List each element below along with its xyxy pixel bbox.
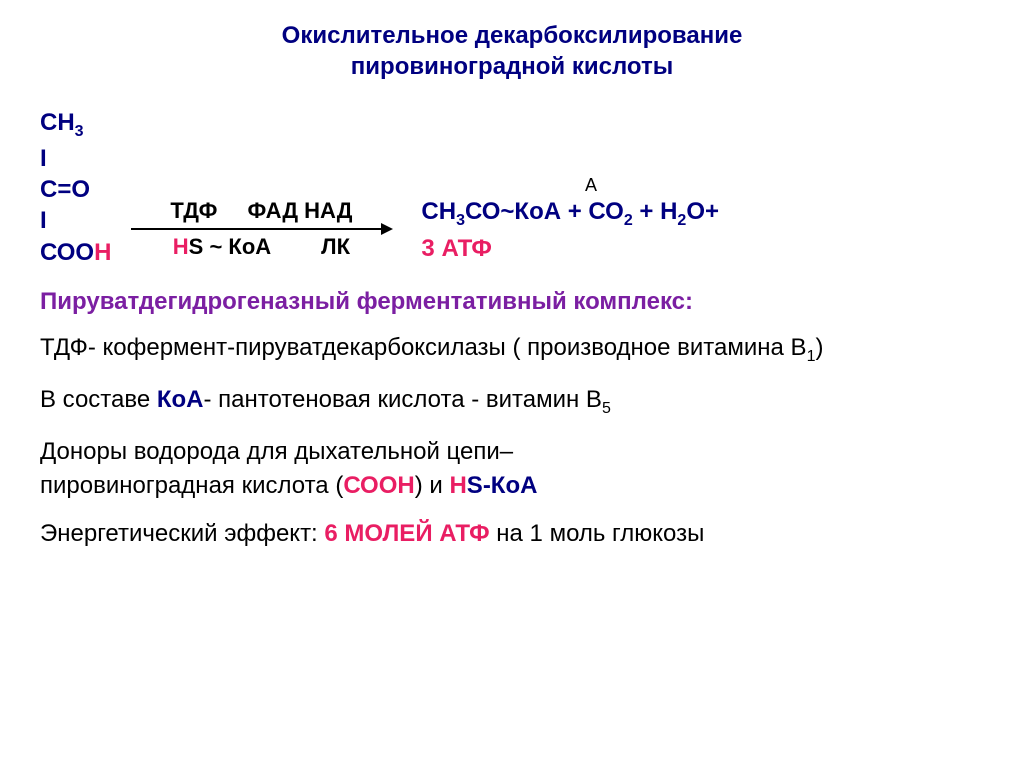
prod-cokoa: СО~КоА + СО bbox=[465, 198, 624, 225]
label-tdf: ТДФ bbox=[170, 198, 217, 224]
label-lk: ЛК bbox=[321, 234, 350, 260]
tdf-close: ) bbox=[815, 334, 823, 361]
arrow-top-labels: ТДФ ФАД НАД bbox=[170, 198, 352, 224]
title-line2: пировиноградной кислоты bbox=[351, 53, 673, 80]
label-fad-nad: ФАД НАД bbox=[247, 198, 352, 224]
reaction-row: СН3 I С=О I СООН ТДФ ФАД НАД НS ~ КоА ЛК… bbox=[40, 107, 984, 267]
prod-co2-sub: 2 bbox=[624, 212, 633, 229]
donor-cooh: СООН bbox=[343, 472, 414, 499]
energy-line: Энергетический эффект: 6 МОЛЕЙ АТФ на 1 … bbox=[40, 517, 984, 551]
f-bond2: I bbox=[40, 207, 47, 234]
products-formula: А СН3СО~КоА + СО2 + Н2О+ 3 АТФ bbox=[421, 195, 719, 266]
energy-c: на 1 моль глюкозы bbox=[490, 520, 705, 547]
prod-ch3-sub: 3 bbox=[456, 212, 465, 229]
energy-a: Энергетический эффект: bbox=[40, 520, 324, 547]
complex-heading: Пируватдегидрогеназный ферментативный ко… bbox=[40, 288, 984, 316]
tdf-text: ТДФ- кофермент-пируватдекарбоксилазы ( п… bbox=[40, 334, 807, 361]
koa-a: В составе bbox=[40, 386, 157, 413]
donor-1: Доноры водорода для дыхательной цепи– bbox=[40, 438, 513, 465]
f-co: С=О bbox=[40, 176, 90, 203]
energy-b: 6 МОЛЕЙ АТФ bbox=[324, 520, 489, 547]
prod-h2o-sub: 2 bbox=[677, 212, 686, 229]
koa-sub: 5 bbox=[602, 400, 611, 417]
prod-ch3: СН bbox=[421, 198, 456, 225]
page-title: Окислительное декарбоксилирование пирови… bbox=[40, 20, 984, 82]
label-hskoa: НS ~ КоА bbox=[173, 234, 271, 260]
atp-label: АТФ bbox=[435, 235, 492, 262]
f-coo: СОО bbox=[40, 239, 94, 266]
donor-koa: -КоА bbox=[483, 472, 538, 499]
donor-s: S bbox=[467, 472, 483, 499]
arrow-line bbox=[131, 228, 391, 230]
f-ch3: СН bbox=[40, 109, 75, 136]
hs-h: Н bbox=[173, 234, 189, 259]
koa-line: В составе КоА- пантотеновая кислота - ви… bbox=[40, 383, 984, 420]
prod-h2o-o: О+ bbox=[686, 198, 719, 225]
atp-count: 3 bbox=[421, 235, 434, 262]
reaction-arrow: ТДФ ФАД НАД НS ~ КоА ЛК bbox=[131, 198, 391, 260]
tdf-line: ТДФ- кофермент-пируватдекарбоксилазы ( п… bbox=[40, 331, 984, 368]
donor-2a: пировиноградная кислота ( bbox=[40, 472, 343, 499]
koa-c: - пантотеновая кислота - витамин В bbox=[204, 386, 602, 413]
f-h: Н bbox=[94, 239, 111, 266]
a-label: А bbox=[585, 173, 597, 198]
donor-lines: Доноры водорода для дыхательной цепи– пи… bbox=[40, 435, 984, 502]
koa-b: КоА bbox=[157, 386, 204, 413]
pyruvate-formula: СН3 I С=О I СООН bbox=[40, 107, 111, 267]
f-ch3-sub: 3 bbox=[75, 123, 84, 140]
title-line1: Окислительное декарбоксилирование bbox=[282, 22, 743, 49]
prod-h2o-h: + Н bbox=[633, 198, 678, 225]
hs-rest: S ~ КоА bbox=[189, 234, 272, 259]
arrow-bottom-labels: НS ~ КоА ЛК bbox=[173, 234, 350, 260]
f-bond1: I bbox=[40, 145, 47, 172]
donor-h: Н bbox=[449, 472, 466, 499]
donor-2c: ) и bbox=[415, 472, 450, 499]
